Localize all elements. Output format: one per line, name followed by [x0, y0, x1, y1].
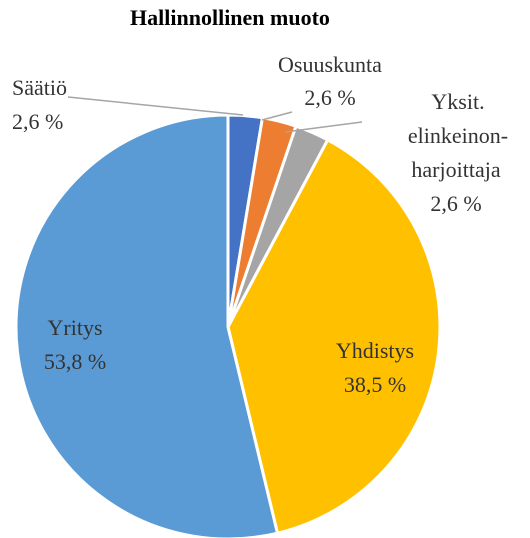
value-label: 2,6 %: [304, 85, 355, 110]
leader-line: [261, 111, 293, 121]
pie-slice: [14, 113, 280, 538]
slice-label: Yritys: [48, 315, 103, 340]
pie-slice: [226, 137, 442, 535]
value-label: 2,6 %: [430, 191, 481, 216]
chart-title: Hallinnollinen muoto: [130, 5, 330, 30]
leader-line: [284, 121, 363, 133]
value-label: 38,5 %: [344, 372, 406, 397]
slice-label: Yhdistys: [336, 338, 414, 363]
slice-label: harjoittaja: [411, 157, 500, 182]
leader-line: [67, 96, 244, 116]
slice-label: Säätiö: [12, 75, 67, 100]
value-label: 2,6 %: [12, 109, 63, 134]
slice-label: Yksit.: [431, 89, 484, 114]
slice-label: elinkeinon-: [408, 123, 508, 148]
value-label: 53,8 %: [44, 349, 106, 374]
slice-label: Osuuskunta: [278, 52, 382, 77]
